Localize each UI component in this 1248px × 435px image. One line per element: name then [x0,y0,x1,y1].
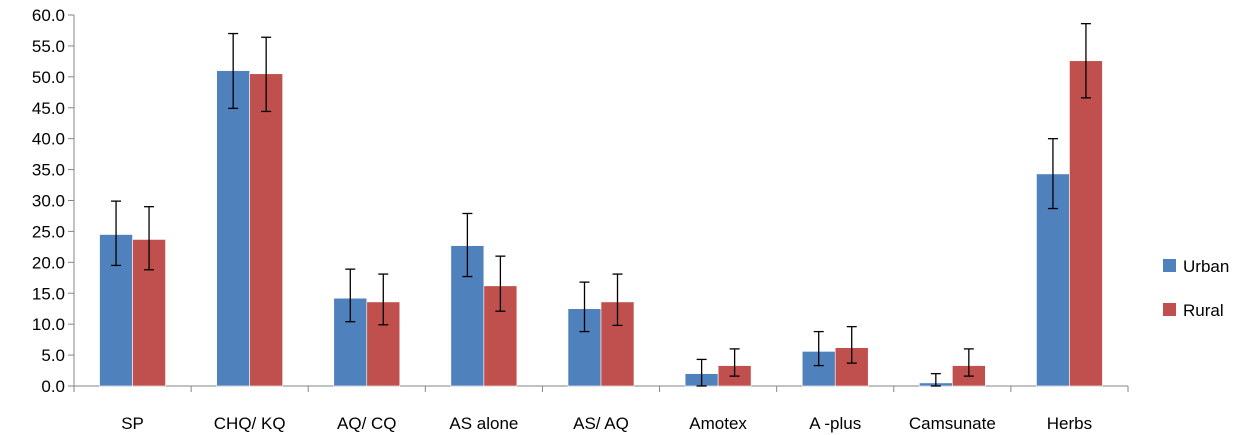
y-tick-label: 40.0 [32,130,65,149]
x-category-label: Herbs [1047,414,1092,433]
x-category-label: Camsunate [909,414,996,433]
x-category-label: AQ/ CQ [337,414,397,433]
y-tick-label: 45.0 [32,99,65,118]
legend-swatch-rural [1163,303,1176,316]
legend-label-urban: Urban [1183,257,1229,276]
y-tick-label: 15.0 [32,284,65,303]
y-tick-label: 10.0 [32,315,65,334]
bar-rural-2 [249,73,283,387]
x-category-label: AS alone [449,414,518,433]
y-tick-label: 20.0 [32,253,65,272]
y-tick-label: 35.0 [32,161,65,180]
bar-urban-9 [1036,173,1070,387]
x-category-label: Amotex [689,414,747,433]
y-tick-label: 50.0 [32,68,65,87]
x-category-label: SP [121,414,144,433]
y-tick-label: 0.0 [41,377,65,396]
y-tick-label: 5.0 [41,346,65,365]
y-tick-labels: 0.0 5.0 10.0 15.0 20.0 25.0 30.0 35.0 40.0 45.0 50… [32,6,65,396]
y-tick-label: 30.0 [32,192,65,211]
x-category-labels: SP CHQ/ KQ AQ/ CQ AS alone AS/ AQ Amotex A -pl… [121,414,1092,433]
bar-urban-2 [216,70,250,387]
x-category-label: AS/ AQ [573,414,629,433]
bar-rural-9 [1069,60,1103,387]
y-tick-label: 25.0 [32,222,65,241]
y-tick-label: 60.0 [32,6,65,25]
y-tick-label: 55.0 [32,37,65,56]
legend-swatch-urban [1163,259,1176,272]
bars [99,60,1103,387]
legend-label-rural: Rural [1183,301,1224,320]
x-category-label: CHQ/ KQ [214,414,286,433]
legend: Urban Rural [1163,257,1229,320]
error-bars [111,23,1091,387]
x-category-label: A -plus [809,414,861,433]
